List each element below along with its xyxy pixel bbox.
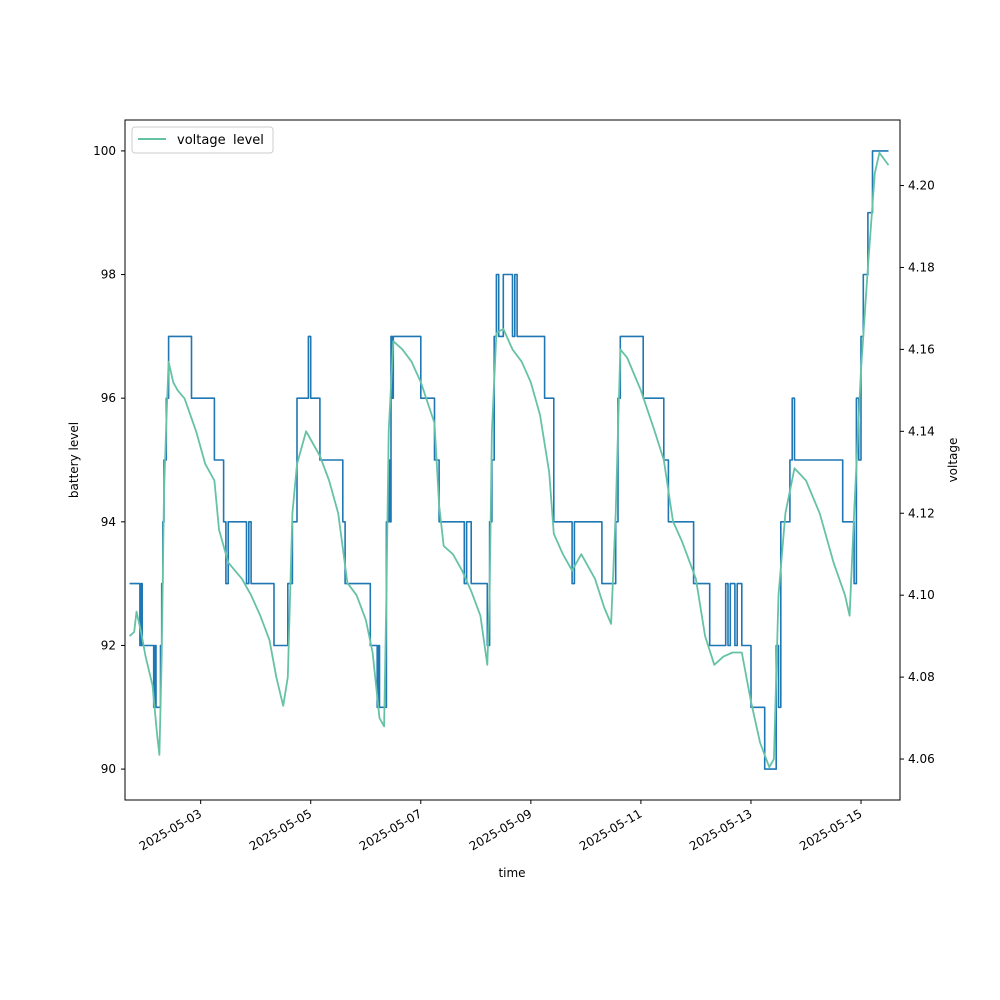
plot-frame <box>124 119 901 801</box>
series-layer <box>129 150 890 770</box>
y-tick-label: 92 <box>101 638 116 652</box>
x-tick-label: 2025-05-03 <box>137 806 204 853</box>
x-tick-label: 2025-05-15 <box>797 806 864 853</box>
y2-tick-label: 4.12 <box>908 506 935 520</box>
legend-label-level: level <box>233 133 264 148</box>
x-tick-label: 2025-05-13 <box>687 806 754 853</box>
y-axis-label: battery level <box>67 422 81 498</box>
y-tick-label: 98 <box>101 268 116 282</box>
x-tick-label: 2025-05-09 <box>467 806 534 853</box>
x-tick-label: 2025-05-07 <box>357 806 424 853</box>
series-line-voltage <box>129 151 890 769</box>
y2-tick-label: 4.10 <box>908 588 935 602</box>
y-tick-label: 96 <box>101 391 116 405</box>
y2-axis-label: voltage <box>946 438 960 483</box>
y2-tick-label: 4.08 <box>908 670 935 684</box>
x-tick-label: 2025-05-11 <box>577 806 644 853</box>
y-axis-right: 4.06 4.08 4.10 4.12 4.14 4.16 4.18 4.20 <box>900 179 935 766</box>
legend: level voltage <box>131 126 274 154</box>
x-axis: 2025-05-03 2025-05-05 2025-05-07 2025-05-09… <box>137 800 865 853</box>
y-axis-left: 90 92 94 96 98 100 <box>93 144 125 776</box>
x-axis-label: time <box>498 866 525 880</box>
y2-tick-label: 4.18 <box>908 260 935 274</box>
x-tick-label: 2025-05-05 <box>247 806 314 853</box>
y-tick-label: 90 <box>101 762 116 776</box>
y-tick-label: 94 <box>101 515 116 529</box>
y2-tick-label: 4.06 <box>908 752 935 766</box>
y2-tick-label: 4.14 <box>908 424 935 438</box>
series-line-level <box>129 150 889 770</box>
y-tick-label: 100 <box>93 144 116 158</box>
y2-tick-label: 4.16 <box>908 342 935 356</box>
legend-box <box>131 126 274 154</box>
legend-label-voltage: voltage <box>177 133 226 148</box>
y2-tick-label: 4.20 <box>908 179 935 193</box>
